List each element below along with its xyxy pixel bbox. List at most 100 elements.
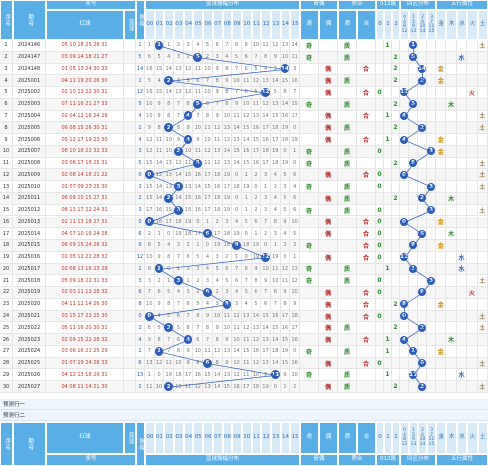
dist-cell: 3 (280, 181, 291, 193)
amp-cell: 3 (136, 181, 145, 193)
dist-ball: 1 (154, 264, 164, 274)
mod-cell: 0 (376, 145, 384, 158)
zone-cell (400, 240, 409, 252)
zone-cell (409, 322, 418, 335)
prime-cell: 质 (338, 122, 357, 135)
footer-dist-col: 13 (270, 422, 281, 454)
issue-cell: 2024148 (13, 63, 46, 76)
mod-cell (376, 263, 384, 276)
odd-cell: 奇 (300, 275, 319, 288)
dist-cell: 18 (280, 134, 291, 146)
prediction-row-2[interactable]: 预测行二 (0, 410, 488, 421)
wuxing-cell (467, 263, 478, 276)
mod-cell (384, 98, 392, 111)
dist-cell: 19 (280, 345, 291, 358)
prime-cell: 质 (338, 345, 357, 358)
dist-cell: 3 (290, 63, 300, 76)
odd-cell: 奇 (300, 145, 319, 158)
dist-cell: 11 (193, 87, 204, 99)
dist-cell: 1 (232, 251, 242, 264)
zone-cell (400, 63, 409, 76)
dist-cell: 13 (203, 381, 213, 393)
blue-ball-cell (124, 122, 136, 135)
dist-cell: 15 (251, 134, 262, 146)
comp-cell: 合 (357, 298, 376, 311)
red-balls-cell: 04 11 19 20 26 30 (46, 75, 124, 88)
dist-cell: 14 (232, 122, 242, 135)
mod-cell (384, 357, 392, 370)
odd-cell: 奇 (300, 240, 319, 252)
zone-cell (400, 381, 409, 393)
header-prize: 奖号 (46, 0, 136, 10)
dist-cell: 7 (174, 98, 184, 111)
dist-cell: 9 (212, 63, 223, 76)
zone-cell: 4 (400, 334, 409, 346)
dist-cell: 6 (203, 287, 213, 299)
zone-ball: 0 (400, 312, 408, 320)
header-red: 红球 (46, 10, 124, 40)
dist-cell: 5 (241, 287, 252, 299)
dist-cell: 0 (251, 181, 262, 193)
seq-cell: 19 (0, 251, 13, 264)
wuxing-cell (467, 345, 478, 358)
issue-cell: 2025027 (13, 381, 46, 393)
comp-cell: 合 (357, 287, 376, 299)
dist-cell: 19 (174, 228, 184, 241)
comp-cell: 合 (357, 240, 376, 252)
dist-cell: 2 (154, 275, 165, 288)
prediction-row-1[interactable]: 预测行一 (0, 399, 488, 410)
dist-cell: 16 (145, 87, 155, 99)
zone-cell (418, 87, 427, 99)
mod-cell (392, 263, 400, 276)
wuxing-cell (436, 275, 447, 288)
table-row: 8 2025005 06 08 15 26 30 31 2 9 8 2 8 9 10 11 12 13 1… (0, 122, 488, 135)
dist-cell: 6 (203, 228, 213, 241)
mod-cell: 0 (376, 169, 384, 182)
dist-cell: 8 (164, 98, 175, 111)
mod-cell (384, 275, 392, 288)
amp-cell: 1 (136, 345, 145, 358)
amp-cell: 5 (136, 157, 145, 170)
prime-cell: 质 (338, 157, 357, 170)
dist-cell: 6 (290, 169, 300, 182)
dist-cell: 15 (183, 169, 194, 182)
zone-cell (427, 334, 436, 346)
dist-ball: 6 (203, 287, 212, 297)
red-balls-cell: 05 10 18 25 28 31 (46, 40, 124, 52)
seq-cell: 22 (0, 287, 13, 299)
seq-cell: 4 (0, 75, 13, 88)
dist-cell: 15 (280, 334, 291, 346)
dist-cell: 2 (164, 122, 175, 135)
comp-cell (357, 275, 376, 288)
dist-cell: 5 (251, 298, 262, 311)
dist-col-header: 07 (212, 10, 223, 40)
zone-cell (409, 228, 418, 241)
dist-col-header: 12 (261, 10, 271, 40)
even-cell (319, 181, 338, 193)
wuxing-cell (456, 63, 468, 76)
dist-cell: 10 (232, 357, 242, 370)
dist-cell: 7 (251, 51, 262, 64)
odd-cell: 奇 (300, 263, 319, 276)
blue-ball-cell (124, 275, 136, 288)
odd-cell (300, 298, 319, 311)
dist-cell: 18 (290, 310, 300, 323)
dist-ball: 2 (164, 382, 174, 392)
zone-cell (409, 181, 418, 193)
dist-cell: 17 (270, 134, 281, 146)
mod-cell (376, 381, 384, 393)
zone-cell (400, 275, 409, 288)
issue-cell: 2025017 (13, 263, 46, 276)
mod-col-header: 1 (384, 10, 392, 40)
dist-cell: 6 (145, 51, 155, 64)
wuxing-cell: 土 (477, 322, 488, 335)
mod-cell (384, 287, 392, 299)
dist-cell: 12 (251, 75, 262, 88)
dist-cell: 17 (203, 192, 213, 205)
dist-col-header: 00 (145, 10, 155, 40)
dist-cell: 12 (270, 40, 281, 52)
dist-cell: 15 (164, 204, 175, 217)
wuxing-cell (446, 169, 457, 182)
dist-col-header: 05 (193, 10, 204, 40)
